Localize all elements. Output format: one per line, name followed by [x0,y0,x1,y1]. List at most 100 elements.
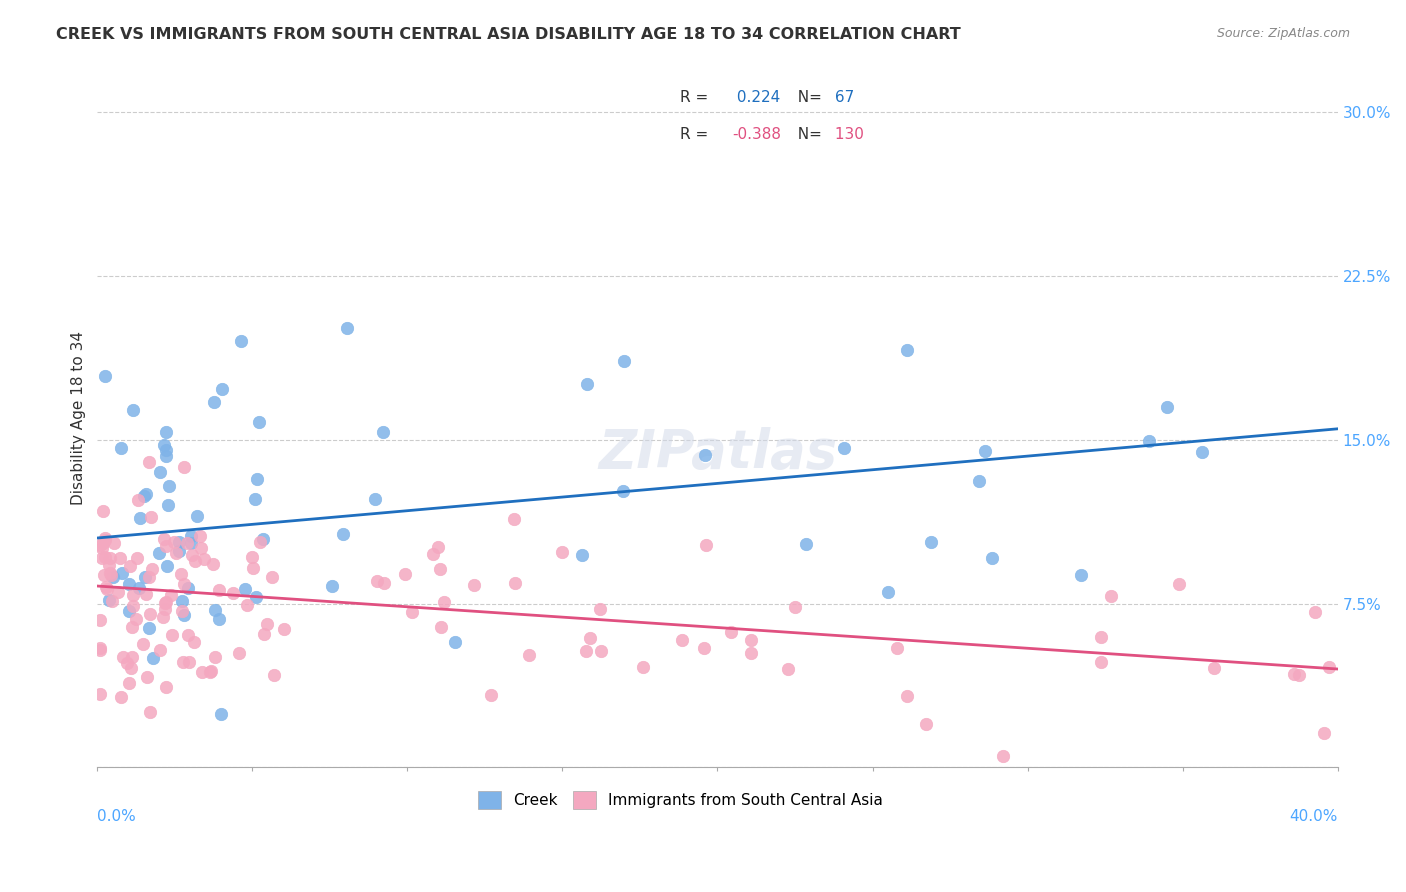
Point [180,548,202,562]
Point [89,613,111,627]
Point [253,627,276,641]
Y-axis label: Disability Age 18 to 34: Disability Age 18 to 34 [72,331,86,505]
Point [118,675,141,690]
Point [576,377,599,392]
Point [138,621,160,635]
Point [204,603,226,617]
Point [94,549,117,564]
Point [1137,434,1160,449]
Point [202,557,225,571]
Point [612,484,634,499]
Point [1070,568,1092,582]
Point [91,536,114,550]
Point [89,643,111,657]
Point [138,569,160,583]
Point [155,680,177,694]
Point [129,511,152,525]
Point [91,541,114,556]
Text: 0.0%: 0.0% [97,809,136,824]
Point [160,628,183,642]
Text: N=: N= [789,128,823,143]
Point [613,354,636,368]
Point [233,582,256,596]
Point [967,474,990,488]
Point [896,689,918,703]
Point [94,533,117,547]
Point [180,536,202,550]
Point [135,587,157,601]
Point [591,644,613,658]
Point [193,551,215,566]
Point [191,665,214,680]
Point [173,459,195,474]
Point [783,600,806,615]
Point [155,449,177,463]
Point [778,662,800,676]
Point [108,551,131,566]
Point [373,425,395,439]
Point [794,537,817,551]
Point [127,493,149,508]
Point [204,650,226,665]
Point [422,548,444,562]
Point [163,534,186,549]
Point [235,598,257,612]
Point [260,570,283,584]
Point [695,538,717,552]
Point [157,479,180,493]
Point [122,588,145,602]
Point [401,605,423,619]
Point [97,558,120,573]
Point [149,643,172,657]
Point [693,448,716,462]
Point [1282,667,1305,681]
Text: R =: R = [681,90,713,105]
Point [1288,667,1310,681]
Text: 130: 130 [831,128,865,143]
Point [247,415,270,429]
Point [184,554,207,568]
Point [245,590,267,604]
Point [740,646,762,660]
Point [173,608,195,623]
Point [243,492,266,507]
Point [131,637,153,651]
Point [249,534,271,549]
Point [155,594,177,608]
Point [575,643,598,657]
Point [1319,660,1341,674]
Point [208,612,231,626]
Point [118,604,141,618]
Point [122,402,145,417]
Text: ZIPatlas: ZIPatlas [598,427,837,479]
Point [1156,400,1178,414]
Point [427,540,450,554]
Point [152,609,174,624]
Point [128,581,150,595]
Point [167,535,190,549]
Point [579,632,602,646]
Point [153,532,176,546]
Point [463,578,485,592]
Point [121,620,143,634]
Point [118,576,141,591]
Point [211,382,233,396]
Point [139,705,162,719]
Point [94,369,117,384]
Point [915,717,938,731]
Point [98,566,121,580]
Point [991,749,1014,764]
Point [720,625,742,640]
Point [832,441,855,455]
Point [1090,630,1112,644]
Point [180,528,202,542]
Point [89,641,111,656]
Point [208,582,231,597]
Point [136,670,159,684]
Point [149,465,172,479]
Point [444,635,467,649]
Point [502,512,524,526]
Point [156,558,179,573]
Point [170,593,193,607]
Legend: Creek, Immigrants from South Central Asia: Creek, Immigrants from South Central Asi… [471,785,889,815]
